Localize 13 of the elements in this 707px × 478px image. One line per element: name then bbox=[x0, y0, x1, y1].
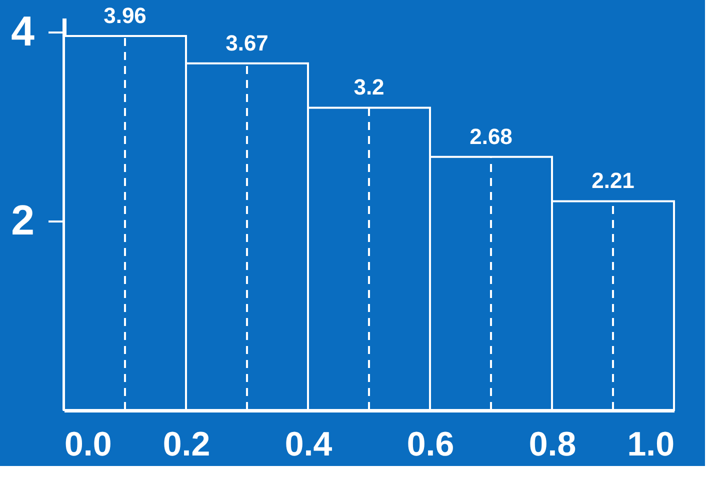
data-label: 2.21 bbox=[592, 168, 634, 194]
x-tick-label: 0.6 bbox=[406, 426, 454, 464]
y-tick-label: 2 bbox=[11, 196, 34, 244]
x-tick-label: 1.0 bbox=[627, 426, 674, 464]
x-tick-label: 0.0 bbox=[64, 426, 112, 464]
data-label: 3.67 bbox=[226, 30, 268, 56]
data-label: 3.2 bbox=[354, 74, 384, 100]
x-tick-label: 0.4 bbox=[284, 426, 332, 464]
x-tick-label: 0.8 bbox=[528, 426, 576, 464]
data-label: 2.68 bbox=[470, 124, 512, 149]
data-label: 3.96 bbox=[104, 2, 146, 28]
y-tick-label: 4 bbox=[11, 8, 36, 55]
x-tick-label: 0.2 bbox=[162, 426, 210, 464]
